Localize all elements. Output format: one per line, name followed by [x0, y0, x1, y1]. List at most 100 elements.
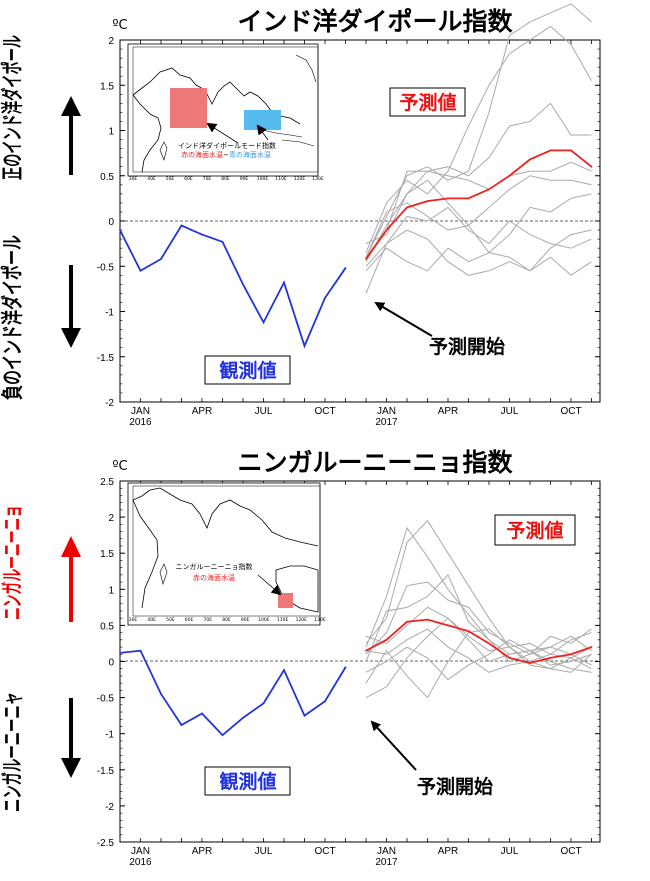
data-point [180, 224, 183, 227]
arrow-down-negative [61, 265, 81, 348]
forecast-mean-line [365, 618, 592, 664]
data-point [570, 149, 572, 152]
data-point [529, 158, 531, 161]
iod-panel: インド洋ダイポール指数 ºC 2 1.5 1 0.5 0 -0.5 -1 -1.5 -2 JAN… [0, 3, 601, 428]
madagascar [159, 141, 168, 161]
map-lon-ticks: 30E 40E 50E 60E 70E 80E 90E 100E 110E 120E 130E [129, 617, 326, 623]
data-point [344, 267, 347, 269]
x-year-label: 2017 [375, 857, 398, 868]
side-label-positive: 正のインド洋ダイポール [0, 35, 26, 180]
data-point [549, 656, 552, 659]
data-point [570, 653, 572, 656]
y-tick-label: 2.5 [100, 477, 114, 488]
forecast-label-box: 予測値 [389, 87, 466, 117]
y-tick-label: -0.5 [97, 694, 115, 705]
x-year-label: 2016 [129, 857, 152, 868]
data-point [262, 321, 265, 324]
ensemble-member-line [365, 628, 592, 699]
observed-label-box: 観測値 [204, 355, 291, 385]
observed-line [119, 224, 347, 349]
ensemble-member-line [365, 519, 592, 663]
x-tick-label: OCT [560, 846, 581, 857]
y-tick-label: 1 [108, 127, 114, 138]
ensemble-members [365, 519, 592, 699]
data-point [283, 281, 285, 284]
y-tick-label: -2.5 [97, 838, 115, 849]
warm-box [170, 88, 207, 128]
data-point [406, 620, 408, 623]
x-year-label: 2017 [375, 417, 398, 428]
x-tick-label: APR [192, 406, 213, 417]
data-point [283, 669, 285, 672]
ensemble-member-line [365, 617, 592, 699]
svg-text:観測値: 観測値 [219, 770, 276, 793]
data-point [488, 642, 490, 645]
forecast-mean-line [365, 149, 593, 260]
coastline-africa [132, 499, 159, 609]
ensemble-member-line [365, 193, 592, 272]
indonesia [261, 129, 303, 138]
svg-text:観測値: 観測値 [219, 359, 276, 382]
x-tick-label: JUL [255, 846, 273, 857]
data-point [160, 258, 162, 260]
data-point [201, 233, 203, 236]
ningaloo-box [278, 593, 293, 608]
ensemble-member-line [365, 179, 592, 272]
data-point [324, 700, 326, 703]
y-axis: 2 1.5 1 0.5 0 -0.5 -1 -1.5 -2 [97, 36, 600, 409]
ensemble-member-line [365, 526, 592, 663]
x-tick-label: JUL [501, 846, 519, 857]
ensemble-member-line [365, 3, 592, 258]
data-point [385, 229, 388, 231]
ensemble-member-line [365, 161, 592, 258]
map-lon-label: 110E [277, 617, 289, 623]
map-lon-label: 80E [221, 176, 230, 182]
forecast-start-annotation: 予測開始 [374, 301, 505, 358]
x-axis: JAN APR JUL OCT JAN APR JUL OCT 2016 2017 [119, 481, 592, 868]
svg-text:予測値: 予測値 [506, 519, 563, 542]
map-lon-label: 120E [294, 176, 306, 182]
y-tick-label: -0.5 [97, 262, 115, 273]
y-tick-label: 1.5 [100, 549, 114, 560]
ensemble-member-line [365, 229, 592, 294]
y-tick-label: -1 [105, 308, 114, 319]
x-tick-label: APR [438, 406, 459, 417]
unit-label: ºC [112, 459, 127, 474]
chart-title: インド洋ダイポール指数 [237, 7, 513, 36]
map-lon-label: 50E [166, 176, 175, 182]
data-point [447, 624, 449, 627]
data-point [160, 693, 162, 695]
x-tick-label: OCT [314, 406, 335, 417]
map-lon-label: 110E [275, 176, 287, 182]
ensemble-member-line [365, 628, 592, 673]
y-tick-label: -1 [105, 730, 114, 741]
arrow-up-positive [61, 96, 81, 175]
y-tick-label: -1.5 [97, 353, 115, 364]
data-point [508, 174, 511, 177]
coastline-north [132, 487, 319, 547]
data-point [242, 283, 244, 286]
map-legend-title: ニンガルーニーニョ指数 [176, 562, 253, 571]
data-point [447, 197, 449, 200]
data-point [488, 188, 490, 191]
map-lon-label: 70E [203, 176, 212, 182]
data-point [221, 734, 224, 737]
map-lon-label: 60E [184, 176, 193, 182]
map-lon-label: 30E [129, 617, 138, 623]
ensemble-member-line [365, 25, 592, 253]
y-tick-label: 1.5 [100, 81, 114, 92]
x-tick-label: OCT [314, 846, 335, 857]
data-point [426, 618, 429, 621]
map-legend-formula: 赤の海面水温−青の海面水温 [181, 150, 271, 159]
svg-text:負のインド洋ダイポール: 負のインド洋ダイポール [0, 235, 26, 400]
arrow-down-negative [61, 698, 81, 778]
data-point [262, 702, 265, 705]
svg-text:予測開始: 予測開始 [417, 775, 493, 798]
map-lon-label: 50E [166, 617, 175, 623]
data-point [344, 666, 347, 669]
data-point [119, 229, 121, 231]
side-label-negative: 負のインド洋ダイポール [0, 235, 26, 400]
y-axis: 2.5 2 1.5 1 0.5 0 -0.5 -1 -1.5 -2 -2.5 [97, 477, 600, 849]
data-point [242, 716, 244, 719]
